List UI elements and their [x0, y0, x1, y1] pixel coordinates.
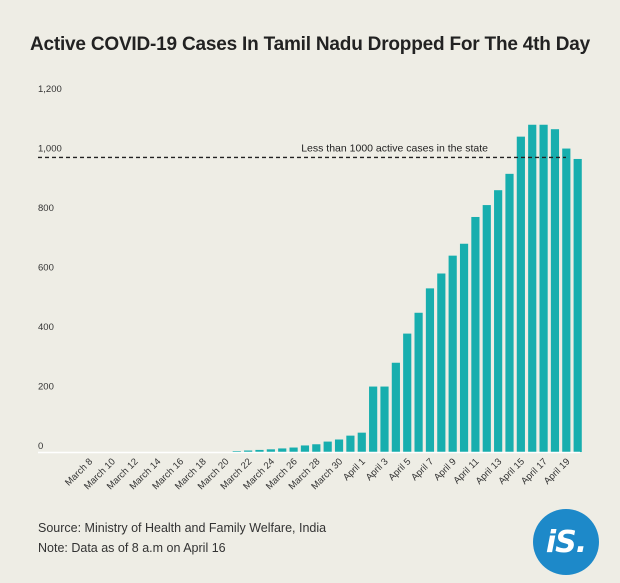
bar: [449, 256, 457, 452]
x-tick-label: April 3: [364, 456, 391, 483]
bar: [574, 159, 582, 452]
y-tick-label: 0: [38, 441, 43, 452]
bar: [551, 129, 559, 452]
bar: [290, 448, 298, 452]
y-tick-label: 1,000: [38, 144, 62, 155]
bar: [505, 174, 513, 452]
bar: [346, 436, 354, 452]
y-tick-label: 1,200: [38, 84, 62, 95]
bar: [369, 387, 377, 452]
bar: [562, 149, 570, 452]
x-tick-label: April 5: [387, 456, 414, 483]
data-note: Note: Data as of 8 a.m on April 16: [38, 541, 226, 555]
bar: [415, 313, 423, 452]
bar: [540, 125, 548, 452]
bar: [301, 445, 309, 452]
bar: [324, 442, 332, 452]
bar-chart: 0 200 400 600 800 1,000 1,200 Less than 1000 ac…: [0, 0, 620, 583]
bar: [358, 433, 366, 452]
brand-logo: iS.: [533, 509, 599, 575]
y-tick-label: 400: [38, 322, 54, 333]
bar: [426, 288, 434, 452]
bar: [471, 217, 479, 452]
y-tick-label: 200: [38, 382, 54, 393]
bar: [483, 205, 491, 452]
bar: [392, 363, 400, 452]
x-tick-label: April 7: [409, 456, 436, 483]
bar: [494, 190, 502, 452]
y-tick-label: 600: [38, 263, 54, 274]
bar: [460, 244, 468, 452]
bar: [380, 387, 388, 452]
bar: [517, 137, 525, 452]
bar: [528, 125, 536, 452]
source-note: Source: Ministry of Health and Family We…: [38, 521, 326, 535]
reference-line-label: Less than 1000 active cases in the state: [301, 142, 488, 154]
bar: [255, 450, 263, 452]
x-tick-label: April 1: [341, 456, 368, 483]
bar: [267, 449, 275, 452]
y-tick-label: 800: [38, 203, 54, 214]
bar: [403, 334, 411, 452]
bar: [437, 274, 445, 453]
bar: [278, 448, 286, 452]
bar: [335, 440, 343, 452]
bar: [312, 444, 320, 452]
